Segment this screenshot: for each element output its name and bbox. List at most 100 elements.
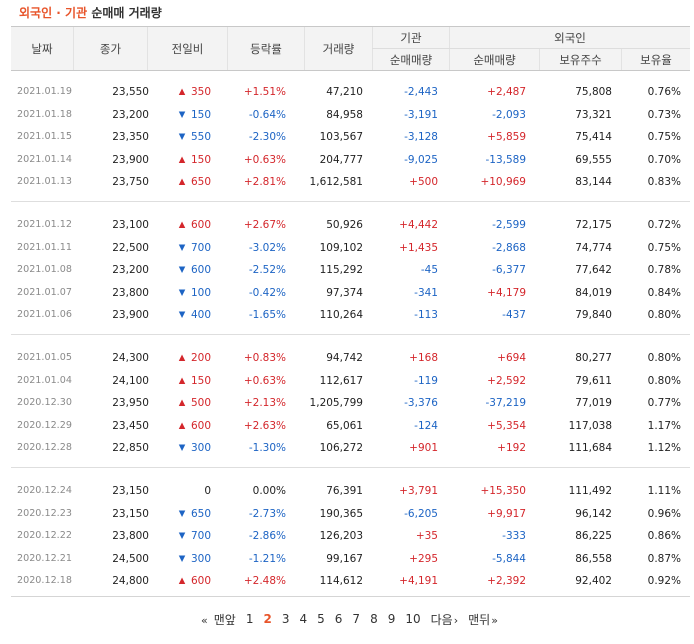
row-foreign-ratio: 0.87% bbox=[647, 552, 681, 565]
pager-next[interactable]: 다음› bbox=[430, 612, 459, 627]
row-foreign-ratio: 0.80% bbox=[647, 374, 681, 387]
triangle-down-icon: ▼ bbox=[178, 531, 186, 542]
table-row: 2020.12.28 22,850 300 -1.30% 106,272 +901 +192… bbox=[11, 437, 690, 460]
chevron-right-icon: › bbox=[453, 613, 459, 627]
row-close: 23,900 bbox=[112, 309, 149, 322]
row-date: 2021.01.19 bbox=[17, 86, 72, 97]
pager-page-7[interactable]: 7 bbox=[352, 612, 361, 626]
row-inst-net: +3,791 bbox=[399, 484, 438, 497]
trading-table: 날짜 종가 전일비 등락률 거래량 기관 외국인 순매매량 순매매량 보유주수 … bbox=[11, 26, 690, 593]
row-close: 23,950 bbox=[112, 397, 149, 410]
row-rate: +2.63% bbox=[243, 419, 286, 432]
row-close: 24,100 bbox=[112, 374, 149, 387]
row-foreign-ratio: 0.77% bbox=[647, 397, 681, 410]
row-change: 150 bbox=[190, 108, 211, 121]
row-foreign-hold: 92,402 bbox=[575, 575, 612, 588]
row-change: 600 bbox=[190, 218, 211, 231]
row-foreign-ratio: 0.72% bbox=[647, 218, 681, 231]
row-volume: 114,612 bbox=[319, 575, 363, 588]
row-foreign-hold: 111,492 bbox=[568, 484, 612, 497]
triangle-up-icon: ▲ bbox=[178, 177, 186, 188]
row-foreign-net: -13,589 bbox=[485, 153, 526, 166]
row-change: 600 bbox=[190, 264, 211, 277]
row-foreign-net: +694 bbox=[497, 351, 526, 364]
row-foreign-hold: 74,774 bbox=[575, 241, 612, 254]
row-foreign-hold: 86,225 bbox=[575, 530, 612, 543]
pager-page-8[interactable]: 8 bbox=[370, 612, 378, 626]
row-rate: 0.00% bbox=[252, 484, 286, 497]
pager-page-10[interactable]: 10 bbox=[405, 612, 421, 626]
pager-page-1[interactable]: 1 bbox=[245, 612, 254, 626]
row-date: 2021.01.08 bbox=[17, 264, 72, 276]
row-foreign-ratio: 1.11% bbox=[647, 484, 681, 497]
row-foreign-net: -2,868 bbox=[492, 241, 526, 254]
row-date: 2021.01.04 bbox=[17, 374, 72, 386]
table-row: 2021.01.08 23,200 600 -2.52% 115,292 -45 -6,37… bbox=[11, 259, 690, 282]
row-foreign-ratio: 0.92% bbox=[647, 575, 681, 588]
row-close: 24,800 bbox=[112, 575, 149, 588]
row-rate: -2.30% bbox=[248, 131, 286, 144]
row-volume: 47,210 bbox=[326, 86, 363, 98]
row-inst-net: +4,191 bbox=[399, 575, 438, 588]
pager-pages: 1 2 3 4 5 6 7 8 9 10 bbox=[241, 612, 426, 626]
row-inst-net: -113 bbox=[414, 309, 438, 322]
row-volume: 84,958 bbox=[326, 108, 363, 121]
row-inst-net: +295 bbox=[409, 552, 438, 565]
row-foreign-ratio: 0.96% bbox=[647, 507, 681, 520]
row-foreign-ratio: 0.80% bbox=[647, 309, 681, 322]
row-rate: -1.65% bbox=[248, 309, 286, 322]
row-foreign-hold: 79,840 bbox=[575, 309, 612, 322]
row-rate: -0.64% bbox=[248, 108, 286, 121]
row-change: 700 bbox=[190, 241, 211, 254]
triangle-down-icon: ▼ bbox=[178, 132, 186, 143]
row-close: 23,100 bbox=[112, 218, 149, 231]
title-rest: 순매매 거래량 bbox=[91, 6, 162, 20]
row-foreign-ratio: 0.73% bbox=[647, 108, 681, 121]
pager-last[interactable]: 맨뒤» bbox=[468, 612, 498, 627]
row-inst-net: -3,128 bbox=[404, 131, 438, 144]
row-close: 23,150 bbox=[112, 484, 149, 497]
row-inst-net: +4,442 bbox=[399, 218, 438, 231]
row-foreign-hold: 79,611 bbox=[575, 374, 612, 387]
row-volume: 110,264 bbox=[319, 309, 363, 322]
table-row: 2021.01.12 23,100 600 +2.67% 50,926 +4,442 -2,… bbox=[11, 214, 690, 237]
row-foreign-hold: 84,019 bbox=[575, 286, 612, 299]
pager-page-6[interactable]: 6 bbox=[334, 612, 343, 626]
row-date: 2020.12.23 bbox=[17, 507, 72, 519]
row-close: 23,200 bbox=[112, 108, 149, 121]
row-change: 700 bbox=[190, 530, 211, 543]
table-row: 2021.01.14 23,900 150 +0.63% 204,777 -9,025 -1… bbox=[11, 149, 690, 172]
row-close: 24,300 bbox=[112, 351, 149, 364]
row-volume: 99,167 bbox=[326, 552, 363, 565]
row-foreign-net: +9,917 bbox=[487, 507, 526, 520]
pager-first[interactable]: «맨앞 bbox=[201, 612, 236, 627]
pager-page-4[interactable]: 4 bbox=[299, 612, 308, 626]
table-row: 2020.12.18 24,800 600 +2.48% 114,612 +4,191 +2… bbox=[11, 570, 690, 593]
row-date: 2021.01.05 bbox=[17, 351, 72, 363]
triangle-down-icon: ▼ bbox=[178, 443, 186, 454]
row-foreign-net: +4,179 bbox=[487, 286, 526, 299]
row-change: 300 bbox=[190, 442, 211, 455]
row-rate: +0.63% bbox=[243, 153, 286, 166]
row-volume: 50,926 bbox=[326, 218, 363, 231]
triangle-down-icon: ▼ bbox=[178, 265, 186, 276]
row-date: 2020.12.18 bbox=[17, 575, 72, 587]
row-volume: 126,203 bbox=[319, 530, 363, 543]
table-row: 2021.01.07 23,800 100 -0.42% 97,374 -341 +4,17… bbox=[11, 282, 690, 305]
row-rate: -3.02% bbox=[248, 241, 286, 254]
row-date: 2020.12.22 bbox=[17, 530, 72, 542]
row-close: 23,150 bbox=[112, 507, 149, 520]
title-highlight: 외국인 · 기관 bbox=[19, 6, 88, 20]
row-change: 150 bbox=[190, 374, 211, 387]
row-foreign-ratio: 0.84% bbox=[647, 286, 681, 299]
pager-page-5[interactable]: 5 bbox=[317, 612, 325, 626]
row-rate: -2.86% bbox=[248, 530, 286, 543]
pager-page-2[interactable]: 2 bbox=[263, 612, 272, 626]
row-inst-net: +500 bbox=[409, 176, 438, 189]
row-foreign-hold: 80,277 bbox=[575, 351, 612, 364]
table-row: 2020.12.30 23,950 500 +2.13% 1,205,799 -3,376… bbox=[11, 392, 690, 415]
row-change: 300 bbox=[190, 552, 211, 565]
pager-page-3[interactable]: 3 bbox=[281, 612, 290, 626]
row-foreign-hold: 111,684 bbox=[568, 442, 612, 455]
pager-page-9[interactable]: 9 bbox=[387, 612, 396, 626]
